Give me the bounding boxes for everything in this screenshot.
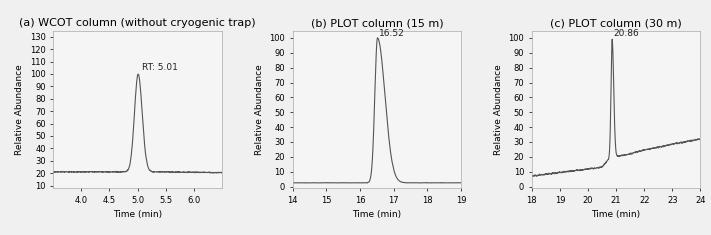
Title: (a) WCOT column (without cryogenic trap): (a) WCOT column (without cryogenic trap) [19, 18, 256, 28]
Y-axis label: Relative Abundance: Relative Abundance [15, 64, 24, 155]
Text: RT: 5.01: RT: 5.01 [141, 63, 177, 72]
Title: (b) PLOT column (15 m): (b) PLOT column (15 m) [311, 18, 443, 28]
Title: (c) PLOT column (30 m): (c) PLOT column (30 m) [550, 18, 682, 28]
Text: 20.86: 20.86 [614, 29, 640, 39]
X-axis label: Time (min): Time (min) [113, 210, 162, 219]
X-axis label: Time (min): Time (min) [352, 210, 402, 219]
Text: 16.52: 16.52 [379, 29, 405, 39]
Y-axis label: Relative Abundance: Relative Abundance [255, 64, 264, 155]
Y-axis label: Relative Abundance: Relative Abundance [494, 64, 503, 155]
X-axis label: Time (min): Time (min) [592, 210, 641, 219]
